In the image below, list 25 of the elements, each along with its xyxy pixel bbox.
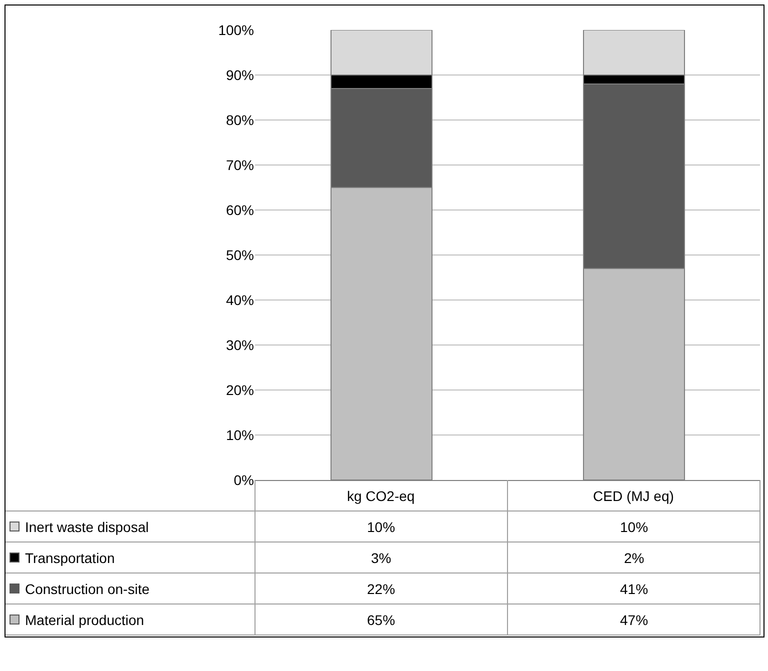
data-label: 65%: [367, 612, 396, 628]
y-tick-label: 60%: [226, 202, 254, 218]
y-tick-label: 100%: [218, 22, 254, 38]
legend-label: Transportation: [25, 550, 115, 566]
y-tick-label: 40%: [226, 292, 254, 308]
data-label: 47%: [620, 612, 648, 628]
y-tick-label: 20%: [226, 382, 254, 398]
data-label: 41%: [620, 581, 648, 597]
y-tick-label: 10%: [226, 426, 254, 443]
y-tick-label: 80%: [226, 112, 254, 128]
y-tick-label: 70%: [226, 156, 254, 173]
data-label: 22%: [367, 581, 396, 597]
data-label: 2%: [624, 550, 644, 566]
data-label: 10%: [367, 519, 396, 535]
y-tick-label: 90%: [226, 66, 254, 83]
y-tick-label: 0%: [234, 472, 254, 488]
data-label: 3%: [371, 550, 392, 566]
legend-label: Construction on-site: [25, 581, 150, 597]
y-tick-label: 50%: [226, 246, 254, 263]
legend-label: Material production: [25, 612, 144, 628]
y-tick-label: 30%: [226, 336, 254, 353]
legend-label: Inert waste disposal: [25, 519, 149, 535]
x-tick-label: CED (MJ eq): [593, 488, 674, 504]
x-tick-label: kg CO2-eq: [347, 488, 415, 504]
data-label: 10%: [620, 519, 648, 535]
